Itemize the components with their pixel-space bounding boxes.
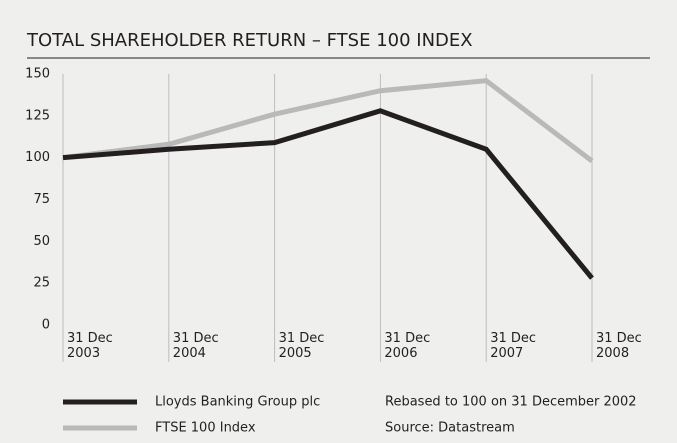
x-tick-label: 31 Dec 2004 [172, 331, 219, 361]
series-line [62, 108, 594, 280]
chart-title: TOTAL SHAREHOLDER RETURN – FTSE 100 INDE… [26, 30, 473, 51]
note: Rebased to 100 on 31 December 2002 [385, 395, 637, 410]
legend-label: Lloyds Banking Group plc [155, 395, 320, 410]
x-tick-label: 31 Dec 2007 [490, 331, 537, 361]
y-tick-label: 0 [42, 318, 50, 333]
y-tick-label: 25 [33, 276, 50, 291]
x-tick-label: 31 Dec 2005 [278, 331, 325, 361]
y-tick-label: 150 [25, 67, 50, 82]
y-tick-label: 50 [33, 234, 50, 249]
y-tick-label: 75 [33, 192, 50, 207]
y-tick-label: 125 [25, 108, 50, 123]
x-tick-label: 31 Dec 2006 [384, 331, 431, 361]
y-tick-label: 100 [25, 150, 50, 165]
legend-label: FTSE 100 Index [155, 421, 256, 436]
x-tick-label: 31 Dec 2008 [596, 331, 642, 361]
note: Source: Datastream [385, 421, 515, 436]
series-line [62, 78, 594, 164]
x-tick-label: 31 Dec 2003 [67, 331, 113, 361]
